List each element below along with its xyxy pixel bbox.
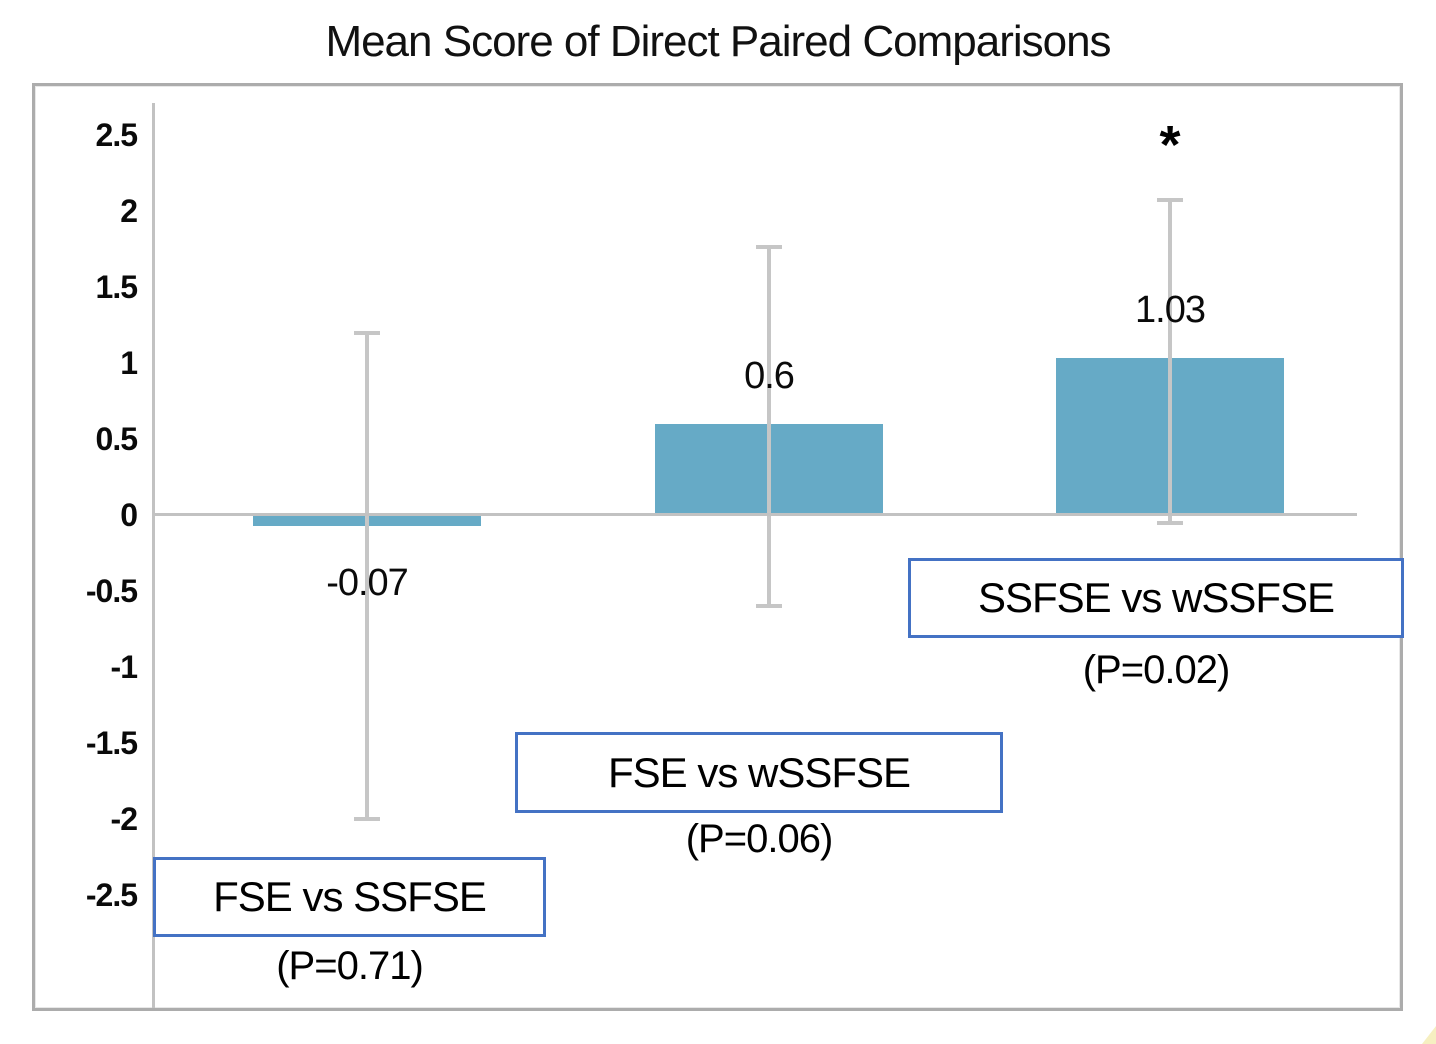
error-bar-cap-top	[1157, 198, 1183, 203]
error-bar-cap-top	[354, 330, 380, 335]
error-bar-cap-top	[756, 245, 782, 250]
bar-value-label: 0.6	[744, 354, 795, 397]
comparison-label: FSE vs SSFSE	[213, 873, 487, 920]
y-axis-tick-label: -2.5	[85, 877, 138, 913]
y-axis-tick-label: -2	[110, 801, 138, 837]
y-axis-tick-label: -1	[110, 649, 138, 685]
x-axis-zero-line	[152, 513, 1357, 516]
y-axis-tick-label: 0.5	[95, 421, 138, 457]
y-axis-tick-label: 1.5	[95, 269, 138, 305]
callout-box-fse-vs-ssfse: FSE vs SSFSE	[153, 857, 546, 937]
p-value-label-fse-vs-wssfse: (P=0.06)	[685, 817, 834, 861]
error-bar-cap-bottom	[756, 604, 782, 609]
y-axis-tick-label: 2	[120, 193, 138, 229]
comparison-label: FSE vs wSSFSE	[607, 748, 911, 796]
p-value-label-ssfse-vs-wssfse: (P=0.02)	[1082, 648, 1231, 692]
y-axis-tick-label: 0	[120, 497, 138, 533]
callout-box-fse-vs-wssfse: FSE vs wSSFSE	[515, 732, 1003, 813]
p-value-label-fse-vs-ssfse: (P=0.71)	[276, 944, 424, 988]
significance-asterisk: *	[1159, 115, 1181, 175]
y-axis-tick-label: 1	[120, 345, 138, 381]
chart-title: Mean Score of Direct Paired Comparisons	[325, 17, 1111, 66]
bar-value-label: 1.03	[1135, 289, 1206, 332]
y-axis-tick-label: -1.5	[85, 725, 138, 761]
comparison-label: SSFSE vs wSSFSE	[977, 574, 1335, 621]
corner-artifact	[1422, 1026, 1436, 1044]
y-axis-tick-label: 2.5	[95, 117, 138, 153]
y-axis-line	[152, 103, 155, 1008]
error-bar-line	[767, 247, 771, 607]
error-bar-line	[365, 332, 369, 819]
error-bar-cap-bottom	[354, 817, 380, 821]
y-axis-tick-label: -0.5	[85, 573, 138, 609]
error-bar-cap-bottom	[1157, 520, 1183, 525]
bar-value-label: -0.07	[326, 562, 409, 604]
chart-frame	[32, 83, 1403, 1011]
error-bar-line	[1168, 200, 1172, 523]
callout-box-ssfse-vs-wssfse: SSFSE vs wSSFSE	[908, 558, 1404, 638]
